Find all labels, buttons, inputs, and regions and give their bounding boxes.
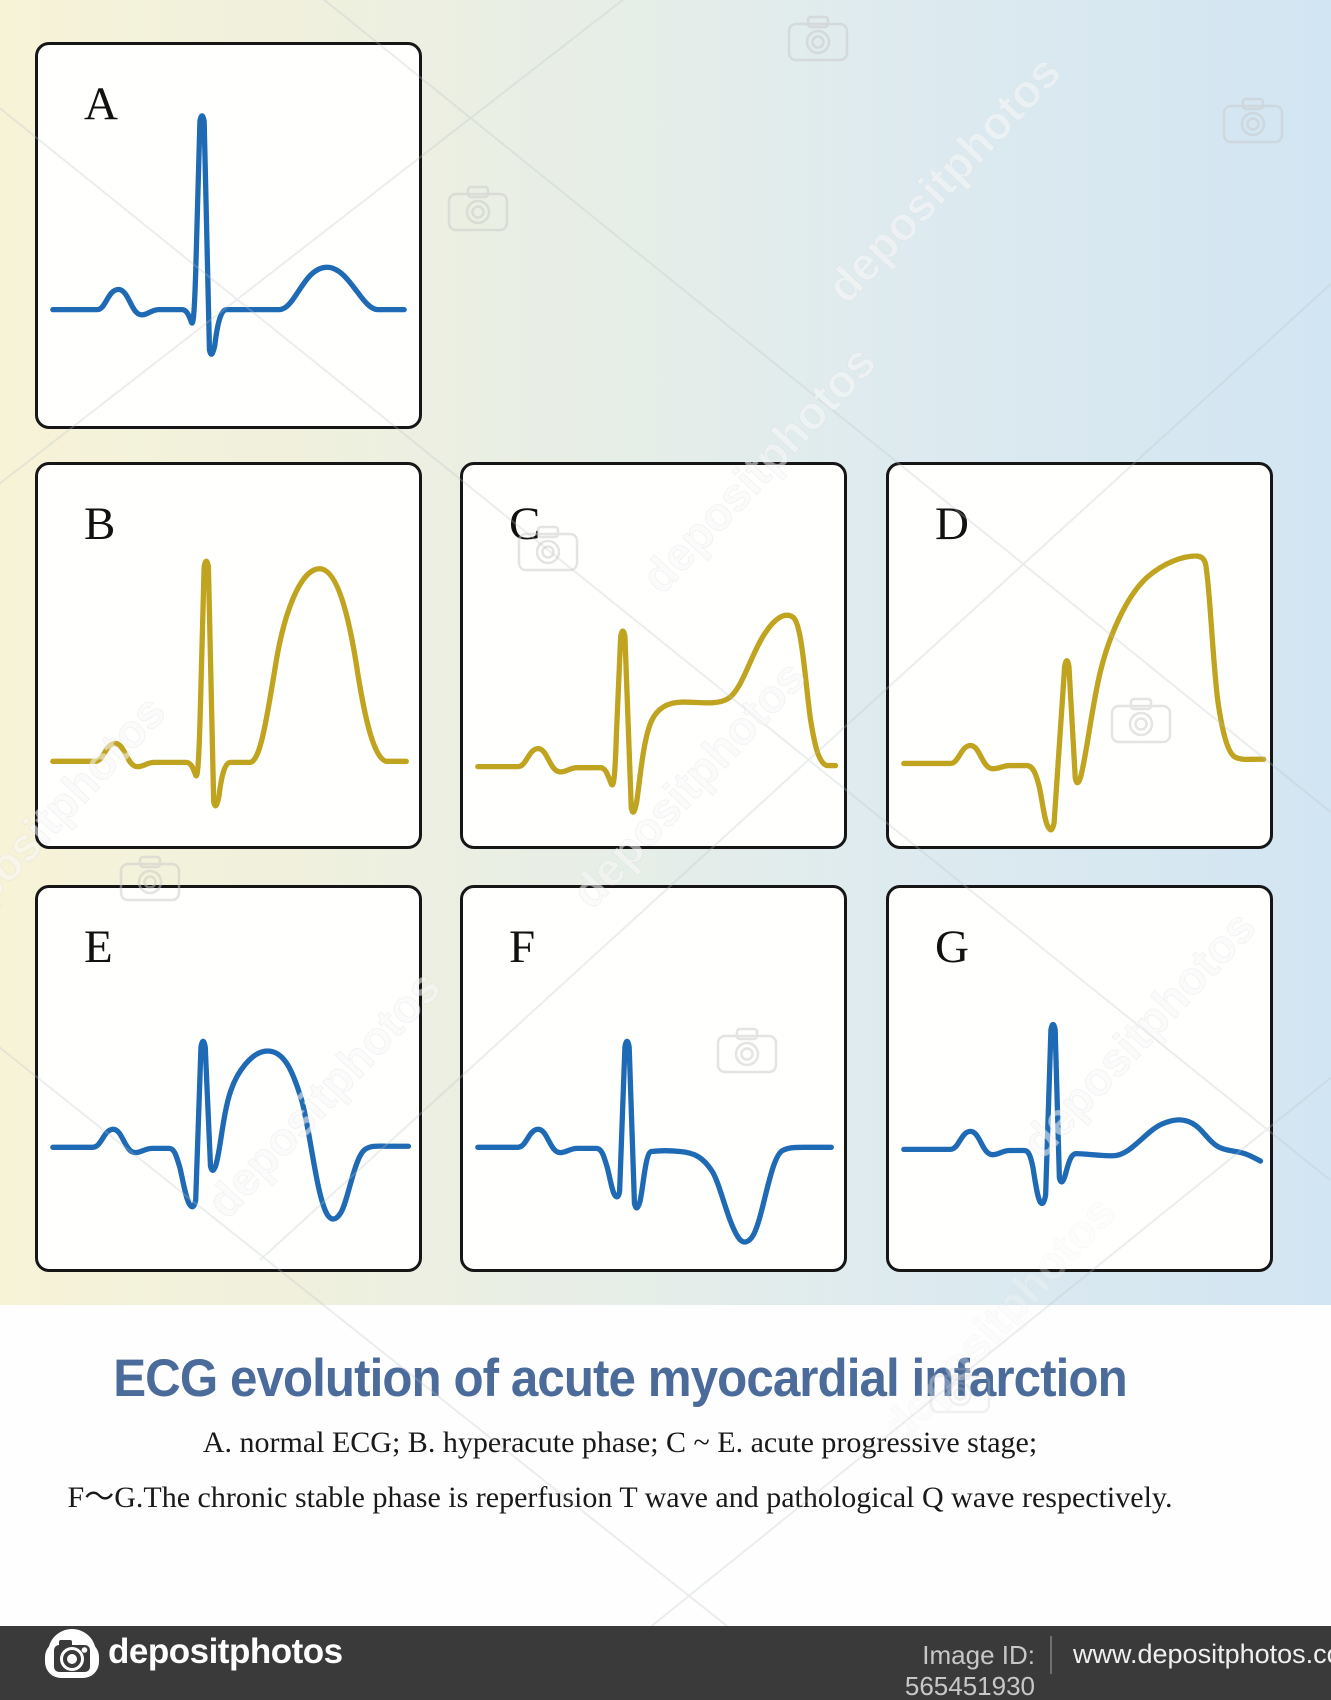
- caption-line-2: F～G.The chronic stable phase is reperfus…: [67, 1481, 1173, 1514]
- website-link[interactable]: www.depositphotos.com: [1073, 1639, 1331, 1669]
- panel-f-chronic-t-wave: F: [460, 885, 847, 1272]
- panel-label-e: E: [84, 921, 113, 973]
- depositphotos-brand-text: depositphotos: [108, 1632, 343, 1671]
- panel-d-acute: D: [886, 462, 1273, 849]
- ecg-trace-c: [475, 612, 839, 815]
- panel-label-b: B: [84, 498, 116, 550]
- ecg-trace-d: [901, 553, 1267, 833]
- panel-e-acute: E: [35, 885, 422, 1272]
- panel-b-hyperacute: B: [35, 462, 422, 849]
- panel-a-normal-ecg: A: [35, 42, 422, 429]
- panel-label-c: C: [509, 498, 541, 550]
- caption-background: [0, 1305, 1331, 1628]
- figure-title: ECG evolution of acute myocardial infarc…: [113, 1349, 1127, 1408]
- ecg-waveform-d: [901, 553, 1267, 833]
- caption-line-1: A. normal ECG; B. hyperacute phase; C ~ …: [202, 1426, 1038, 1459]
- ecg-trace-f: [475, 1038, 834, 1245]
- ecg-trace-a: [50, 113, 407, 357]
- panel-label-d: D: [935, 498, 969, 550]
- ecg-waveform-g: [901, 1021, 1264, 1207]
- stock-footer-bar: depositphotos Image ID: 565451930 www.de…: [0, 1626, 1331, 1700]
- panel-label-g: G: [935, 921, 969, 973]
- ecg-waveform-e: [50, 1038, 412, 1222]
- footer-separator: [1050, 1636, 1052, 1674]
- ecg-waveform-b: [50, 558, 409, 809]
- ecg-waveform-a: [50, 113, 407, 357]
- depositphotos-camera-logo-icon: [45, 1629, 99, 1678]
- panel-c-acute: C: [460, 462, 847, 849]
- ecg-trace-b: [50, 558, 409, 809]
- panel-label-f: F: [509, 921, 536, 973]
- panel-label-a: A: [84, 78, 118, 130]
- ecg-trace-g: [901, 1021, 1264, 1207]
- image-id-text: Image ID: 565451930: [904, 1640, 1035, 1700]
- panel-g-chronic-q-wave: G: [886, 885, 1273, 1272]
- ecg-trace-e: [50, 1038, 412, 1222]
- ecg-waveform-c: [475, 612, 839, 815]
- ecg-waveform-f: [475, 1038, 834, 1245]
